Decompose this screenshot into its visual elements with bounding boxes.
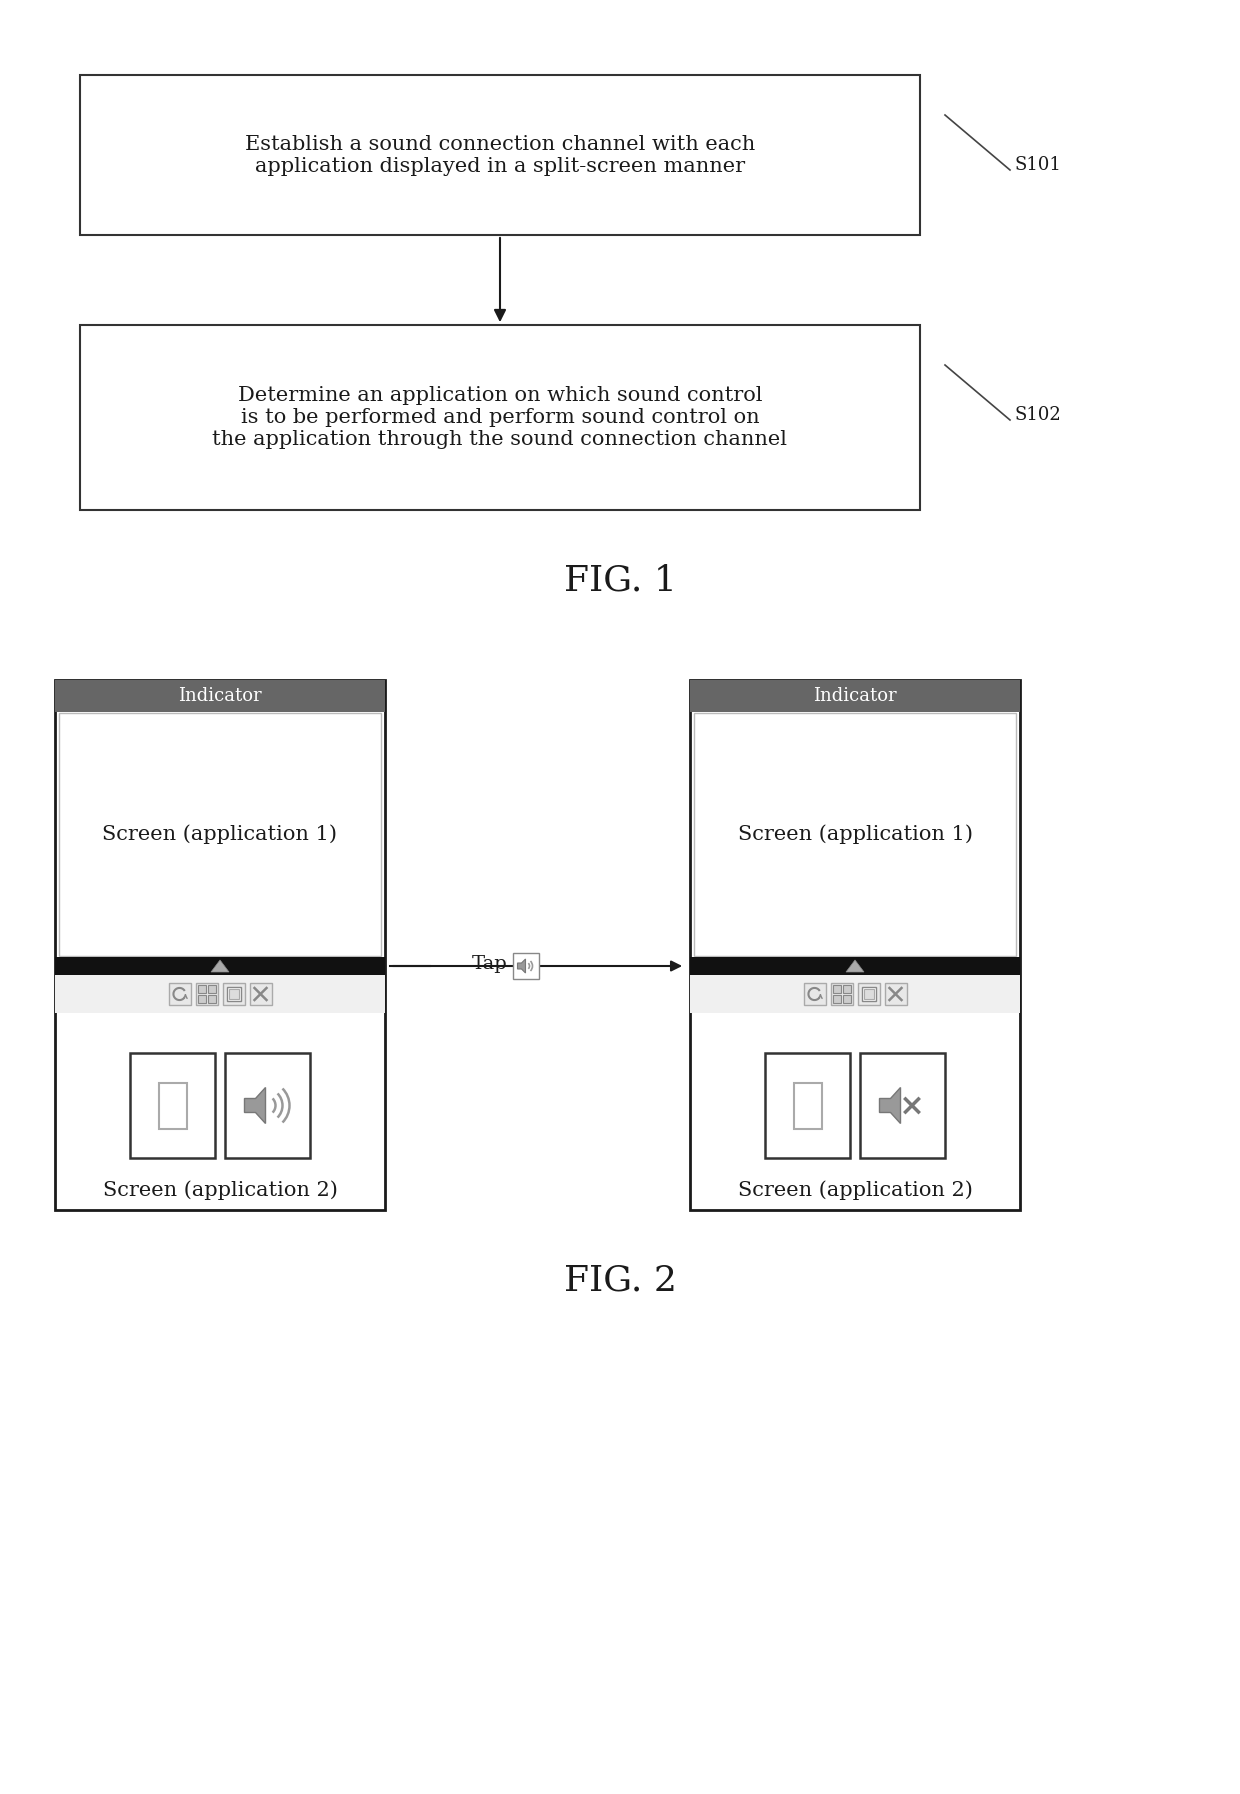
- Bar: [228, 988, 238, 999]
- Bar: [689, 974, 1021, 1014]
- Bar: [227, 987, 241, 1001]
- Bar: [832, 985, 841, 994]
- Polygon shape: [244, 1087, 265, 1123]
- Bar: [130, 1053, 215, 1157]
- Bar: [842, 985, 851, 994]
- Text: FIG. 1: FIG. 1: [563, 563, 677, 597]
- Bar: [884, 983, 906, 1005]
- Bar: [831, 983, 853, 1005]
- Bar: [55, 680, 384, 1209]
- Bar: [55, 680, 384, 712]
- Bar: [832, 996, 841, 1003]
- Bar: [804, 983, 826, 1005]
- Bar: [222, 983, 244, 1005]
- Bar: [197, 985, 206, 994]
- Bar: [60, 712, 381, 956]
- Polygon shape: [846, 960, 864, 972]
- Bar: [196, 983, 217, 1005]
- Text: Determine an application on which sound control
is to be performed and perform s: Determine an application on which sound …: [212, 386, 787, 448]
- Bar: [512, 953, 538, 980]
- Bar: [249, 983, 272, 1005]
- Text: Screen (application 1): Screen (application 1): [738, 825, 972, 845]
- Bar: [207, 985, 216, 994]
- Bar: [81, 75, 920, 235]
- Bar: [842, 996, 851, 1003]
- Bar: [207, 996, 216, 1003]
- Text: Screen (application 2): Screen (application 2): [738, 1180, 972, 1200]
- Text: Establish a sound connection channel with each
application displayed in a split-: Establish a sound connection channel wit…: [244, 135, 755, 176]
- Bar: [689, 680, 1021, 712]
- Bar: [55, 974, 384, 1014]
- Text: Tap: Tap: [471, 954, 507, 972]
- Bar: [689, 680, 1021, 1209]
- Polygon shape: [879, 1087, 900, 1123]
- Text: Indicator: Indicator: [179, 687, 262, 705]
- Bar: [694, 712, 1016, 956]
- Bar: [861, 1053, 945, 1157]
- Bar: [169, 983, 191, 1005]
- Bar: [55, 956, 384, 974]
- Polygon shape: [211, 960, 229, 972]
- Polygon shape: [517, 960, 526, 972]
- Text: S101: S101: [1014, 156, 1061, 174]
- Bar: [863, 988, 873, 999]
- Text: Indicator: Indicator: [813, 687, 897, 705]
- Bar: [862, 987, 875, 1001]
- Bar: [689, 956, 1021, 974]
- Bar: [794, 1082, 821, 1128]
- Bar: [765, 1053, 849, 1157]
- Bar: [197, 996, 206, 1003]
- Bar: [81, 325, 920, 509]
- Bar: [858, 983, 879, 1005]
- Bar: [159, 1082, 186, 1128]
- Text: Screen (application 2): Screen (application 2): [103, 1180, 337, 1200]
- Text: Screen (application 1): Screen (application 1): [103, 825, 337, 845]
- Bar: [224, 1053, 310, 1157]
- Text: FIG. 2: FIG. 2: [563, 1263, 677, 1297]
- Text: S102: S102: [1014, 405, 1060, 423]
